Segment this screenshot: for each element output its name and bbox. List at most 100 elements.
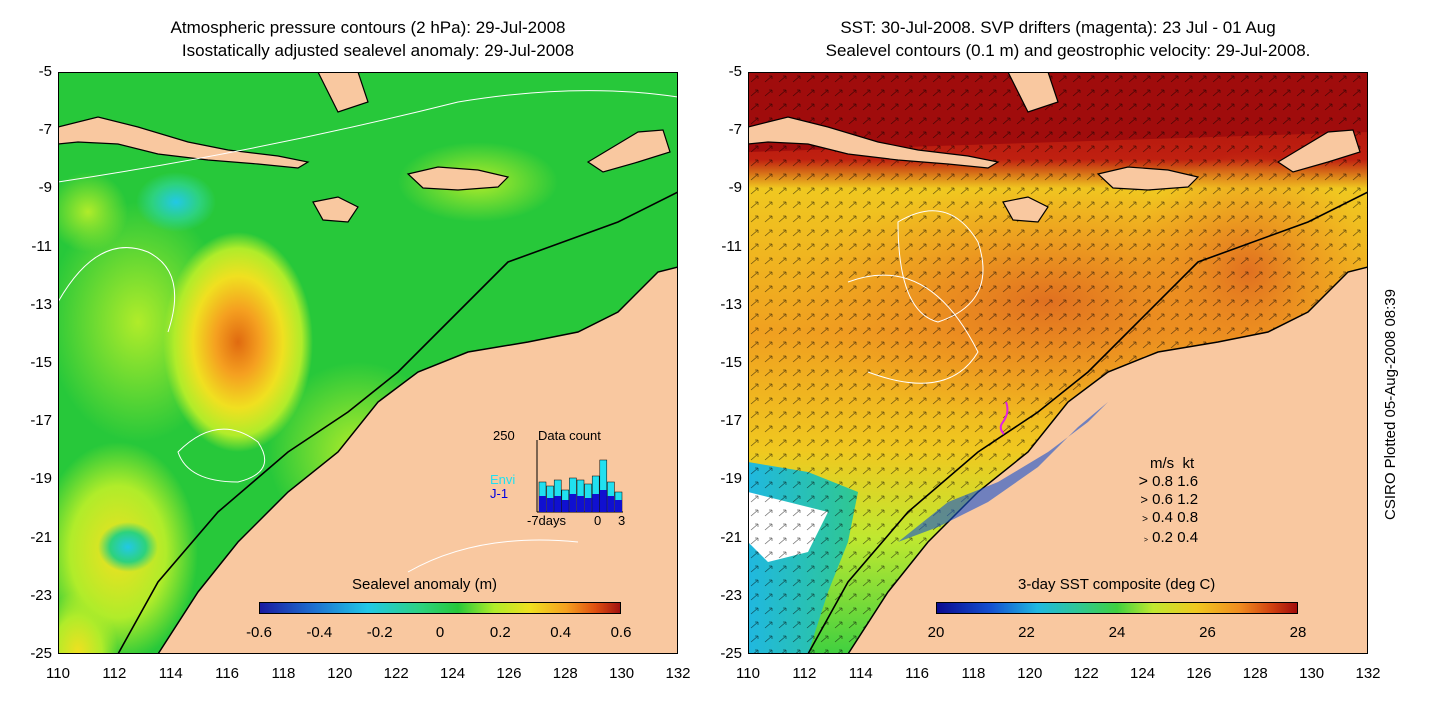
velocity-arrow-icon: >: [1140, 492, 1148, 507]
velocity-arrow-icon: >: [1138, 473, 1148, 490]
velocity-arrow-icon: >: [1142, 514, 1148, 525]
velocity-key-row: > 0.2 0.4: [1128, 529, 1198, 550]
right-title-line1: SST: 30-Jul-2008. SVP drifters (magenta)…: [840, 18, 1276, 37]
colorbar-tick-label: 26: [1199, 624, 1216, 641]
inset-bar-j1: [569, 494, 577, 512]
colorbar-tick-label: 22: [1018, 624, 1035, 641]
lat-tick-label: -13: [720, 295, 742, 313]
colorbar-tick-label: 0.4: [550, 624, 572, 641]
colorbar-tick-label: -0.6: [246, 624, 272, 641]
inset-bar-j1: [554, 496, 562, 512]
inset-x-tick-3: 3: [618, 513, 626, 528]
velocity-kt-value: 0.4: [1177, 529, 1199, 546]
lat-tick-label: -19: [30, 470, 52, 488]
colorbar-tick-label: 0: [435, 624, 445, 641]
lat-tick-label: -17: [720, 412, 742, 430]
velocity-ms-value: 0.6: [1148, 491, 1178, 508]
lon-tick-label: 118: [961, 665, 986, 682]
lon-tick-label: 122: [1073, 665, 1099, 682]
velocity-key-header-kt: kt: [1182, 455, 1195, 472]
colorbar-tick-label: 28: [1289, 624, 1307, 641]
velocity-key-row: > 0.6 1.2: [1128, 491, 1198, 509]
lon-tick-label: 120: [1017, 665, 1043, 682]
lon-tick-label: 128: [552, 665, 578, 682]
lat-tick-label: -7: [728, 121, 742, 139]
colorbar-tick-label: -0.2: [366, 624, 393, 641]
inset-x-label: -7days: [527, 513, 567, 528]
lon-tick-label: 122: [383, 665, 409, 682]
lat-tick-label: -21: [720, 528, 742, 546]
lon-tick-label: 116: [905, 665, 930, 682]
sla-colorbar-label: Sealevel anomaly (m): [352, 576, 498, 593]
lon-tick-label: 114: [848, 665, 873, 682]
inset-bar-j1: [607, 496, 615, 512]
inset-series-envi: Envi: [490, 472, 516, 487]
colorbar-tick-label: 0.6: [610, 624, 632, 641]
velocity-ms-value: 0.4: [1148, 509, 1178, 526]
plot-credit: CSIRO Plotted 05-Aug-2008 08:39: [1382, 289, 1399, 520]
lat-tick-label: -21: [30, 528, 52, 546]
velocity-kt-value: 1.2: [1177, 491, 1199, 508]
sla-colorbar: [259, 602, 621, 614]
velocity-key-row: > 0.4 0.8: [1128, 509, 1198, 529]
lat-tick-label: -9: [38, 179, 52, 197]
sst-colorbar-label: 3-day SST composite (deg C): [1018, 576, 1216, 593]
lon-tick-label: 116: [215, 665, 240, 682]
inset-series-j1: J-1: [490, 486, 509, 501]
left-title-line2: Isostatically adjusted sealevel anomaly:…: [181, 41, 575, 60]
sst-map: [748, 72, 1368, 654]
velocity-ms-value: 0.2: [1148, 529, 1178, 546]
lat-tick-label: -15: [30, 354, 52, 371]
lon-tick-label: 110: [46, 665, 70, 682]
inset-bar-j1: [546, 498, 554, 512]
lat-tick-label: -11: [31, 237, 52, 255]
lon-tick-label: 112: [792, 665, 817, 682]
velocity-ms-value: 0.8: [1148, 473, 1178, 490]
lat-tick-label: -17: [30, 412, 52, 430]
lon-tick-label: 114: [158, 665, 183, 682]
inset-bar-j1: [615, 500, 622, 512]
colorbar-tick-label: 0.2: [489, 624, 511, 641]
sst-colorbar: [936, 602, 1298, 614]
left-title-line1: Atmospheric pressure contours (2 hPa): 2…: [170, 18, 566, 37]
inset-title: Data count: [538, 428, 601, 443]
lon-tick-label: 118: [271, 665, 296, 682]
lon-tick-label: 120: [327, 665, 353, 682]
lon-tick-label: 110: [736, 665, 760, 682]
lon-tick-label: 112: [102, 665, 127, 682]
inset-max-label: 250: [493, 428, 515, 443]
inset-bar-j1: [577, 496, 584, 512]
lon-tick-label: 124: [440, 665, 466, 682]
sealevel-anomaly-map: [58, 72, 678, 654]
colorbar-tick-label: -0.4: [306, 624, 333, 641]
lon-tick-label: 130: [609, 665, 635, 682]
lon-tick-label: 130: [1299, 665, 1325, 682]
colorbar-tick-label: 20: [927, 624, 945, 641]
lat-tick-label: -23: [30, 586, 52, 604]
lon-tick-label: 132: [665, 665, 691, 682]
lat-tick-label: -7: [38, 121, 52, 139]
inset-bar-j1: [584, 498, 592, 512]
lon-tick-label: 132: [1355, 665, 1381, 682]
right-title-line2: Sealevel contours (0.1 m) and geostrophi…: [825, 41, 1311, 60]
lon-tick-label: 124: [1130, 665, 1156, 682]
velocity-key-header-ms: m/s: [1150, 455, 1175, 472]
lat-tick-label: -9: [728, 179, 742, 197]
lon-tick-label: 126: [496, 665, 522, 682]
lon-tick-label: 128: [1242, 665, 1268, 682]
inset-bar-j1: [561, 500, 569, 512]
velocity-key-row: > 0.8 1.6: [1128, 473, 1198, 491]
lat-tick-label: -25: [720, 645, 742, 662]
velocity-arrow-icon: >: [1143, 537, 1148, 544]
lat-tick-label: -25: [30, 645, 52, 662]
velocity-kt-value: 1.6: [1177, 473, 1199, 490]
lat-tick-label: -5: [728, 63, 742, 80]
lat-tick-label: -19: [720, 470, 742, 488]
lat-tick-label: -11: [721, 237, 742, 255]
lat-tick-label: -15: [720, 354, 742, 371]
inset-bar-j1: [539, 496, 546, 512]
velocity-key: m/s kt > 0.8 1.6 > 0.6 1.2 > 0.4 0.8 > 0.2 …: [1128, 455, 1198, 550]
velocity-kt-value: 0.8: [1177, 509, 1199, 526]
colorbar-tick-label: 24: [1108, 624, 1126, 641]
inset-bar-j1: [592, 494, 600, 512]
